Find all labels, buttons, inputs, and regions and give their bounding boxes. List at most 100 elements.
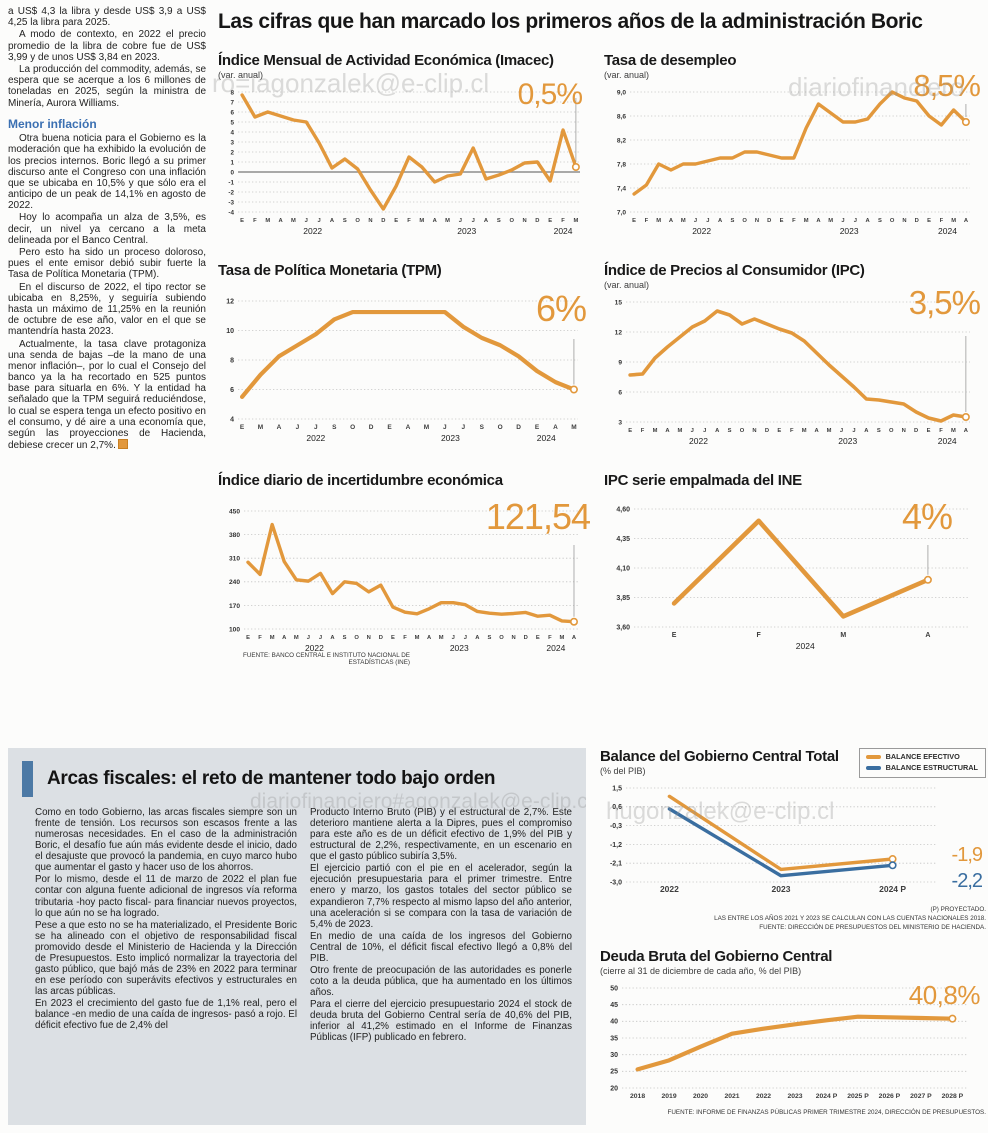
chart-subtitle: (var. anual) — [218, 70, 264, 80]
svg-text:S: S — [877, 428, 881, 434]
svg-text:M: M — [951, 428, 956, 434]
fiscal-paragraph: Como en todo Gobierno, las arcas fiscale… — [35, 807, 297, 874]
fiscal-paragraph: Para el cierre del ejercicio presupuesta… — [310, 999, 572, 1044]
chart-deuda: Deuda Bruta del Gobierno Central (cierre… — [600, 948, 986, 1128]
svg-text:D: D — [524, 635, 528, 641]
chart-title: Tasa de Política Monetaria (TPM) — [218, 262, 442, 279]
svg-text:M: M — [439, 635, 444, 641]
svg-text:M: M — [573, 218, 578, 224]
svg-text:0: 0 — [230, 169, 234, 176]
svg-text:E: E — [672, 632, 677, 639]
chart-annotation: 6% — [535, 288, 587, 329]
svg-text:J: J — [472, 218, 475, 224]
svg-text:M: M — [653, 428, 658, 434]
svg-text:A: A — [669, 218, 674, 224]
chart-subtitle: (var. anual) — [604, 280, 650, 290]
svg-text:M: M — [270, 635, 275, 641]
fiscal-column-right: Producto Interno Bruto (PIB) y el estruc… — [310, 807, 572, 1044]
svg-text:F: F — [940, 218, 944, 224]
svg-text:O: O — [355, 218, 360, 224]
chart-subtitle: (cierre al 31 de diciembre de cada año, … — [600, 966, 802, 976]
svg-text:2023: 2023 — [450, 643, 469, 653]
fiscal-columns: Como en todo Gobierno, las arcas fiscale… — [8, 803, 586, 1044]
svg-text:4,60: 4,60 — [616, 506, 630, 513]
end-of-article-icon — [117, 439, 128, 450]
svg-text:D: D — [379, 635, 383, 641]
svg-text:E: E — [927, 428, 931, 434]
svg-text:S: S — [480, 424, 485, 431]
svg-text:O: O — [498, 424, 503, 431]
chart-imacec: Índice Mensual de Actividad Económica (I… — [218, 52, 596, 258]
chart-annotation: 121,54 — [485, 496, 591, 537]
svg-text:J: J — [305, 218, 308, 224]
svg-text:D: D — [535, 218, 539, 224]
fiscal-title: Arcas fiscales: el reto de mantener todo… — [47, 768, 496, 789]
legend-label: BALANCE ESTRUCTURAL — [885, 762, 978, 772]
accent-bar — [22, 761, 33, 797]
svg-text:D: D — [765, 428, 769, 434]
svg-text:2021: 2021 — [724, 1093, 739, 1100]
svg-text:-0,3: -0,3 — [610, 823, 622, 830]
svg-text:2022: 2022 — [660, 884, 679, 894]
svg-text:A: A — [964, 428, 969, 434]
svg-text:O: O — [499, 635, 504, 641]
svg-text:M: M — [419, 218, 424, 224]
svg-text:-2: -2 — [228, 189, 234, 196]
svg-text:N: N — [755, 218, 759, 224]
svg-text:J: J — [296, 424, 300, 431]
svg-text:S: S — [488, 635, 492, 641]
svg-text:310: 310 — [229, 556, 240, 563]
svg-text:2022: 2022 — [756, 1093, 771, 1100]
chart-annotation: 3,5% — [908, 284, 981, 321]
svg-text:F: F — [258, 635, 262, 641]
svg-text:E: E — [246, 635, 250, 641]
fiscal-paragraph: En 2023 el crecimiento del gasto fue de … — [35, 998, 297, 1032]
svg-text:3,60: 3,60 — [616, 624, 630, 631]
svg-text:4: 4 — [230, 129, 234, 136]
svg-text:6: 6 — [230, 109, 234, 116]
svg-text:J: J — [443, 424, 447, 431]
fiscal-paragraph: Otro frente de preocupación de las autor… — [310, 964, 572, 998]
svg-text:S: S — [730, 218, 734, 224]
svg-text:A: A — [277, 424, 282, 431]
svg-text:N: N — [512, 635, 516, 641]
svg-text:J: J — [854, 218, 857, 224]
svg-text:A: A — [816, 218, 821, 224]
svg-text:2024: 2024 — [938, 226, 957, 236]
svg-text:O: O — [354, 635, 359, 641]
svg-text:F: F — [645, 218, 649, 224]
svg-text:2026 P: 2026 P — [879, 1093, 901, 1100]
deuda-line-chart: 50 45 40 35 30 25 20 2018 2019 2020 2021 2022 2023 20… — [600, 980, 986, 1107]
svg-text:2024: 2024 — [537, 433, 556, 443]
svg-text:A: A — [330, 218, 335, 224]
svg-text:A: A — [718, 218, 723, 224]
chart-subtitle: (var. anual) — [604, 70, 650, 80]
svg-text:J: J — [318, 218, 321, 224]
svg-text:E: E — [777, 428, 781, 434]
svg-text:2024: 2024 — [938, 436, 957, 446]
svg-text:O: O — [890, 218, 895, 224]
svg-text:8,2: 8,2 — [617, 137, 626, 144]
svg-text:N: N — [522, 218, 526, 224]
svg-text:M: M — [559, 635, 564, 641]
svg-text:M: M — [827, 428, 832, 434]
chart-desempleo: Tasa de desempleo (var. anual) 9,0 8,6 8,2… — [604, 52, 986, 258]
svg-text:2022: 2022 — [692, 226, 711, 236]
svg-text:A: A — [484, 218, 489, 224]
svg-text:M: M — [424, 424, 429, 431]
svg-text:-3: -3 — [228, 199, 234, 206]
footnote: (P) PROYECTADO. — [930, 906, 986, 913]
svg-text:J: J — [703, 428, 706, 434]
svg-text:M: M — [656, 218, 661, 224]
svg-text:2022: 2022 — [303, 226, 322, 236]
svg-text:E: E — [387, 424, 392, 431]
svg-text:S: S — [878, 218, 882, 224]
svg-text:2028 P: 2028 P — [942, 1093, 964, 1100]
legend-swatch-efectivo — [865, 755, 881, 760]
svg-text:9,0: 9,0 — [617, 89, 626, 96]
footnote: LAS ENTRE LOS AÑOS 2021 Y 2023 SE CALCUL… — [714, 915, 986, 923]
svg-text:7: 7 — [230, 99, 234, 106]
svg-text:6: 6 — [618, 389, 622, 396]
ipc-line-chart: 15 12 9 6 3 E F M A M J J A S O N D E F M A M J J A S O N D E F M A 2022 2… — [604, 294, 986, 451]
